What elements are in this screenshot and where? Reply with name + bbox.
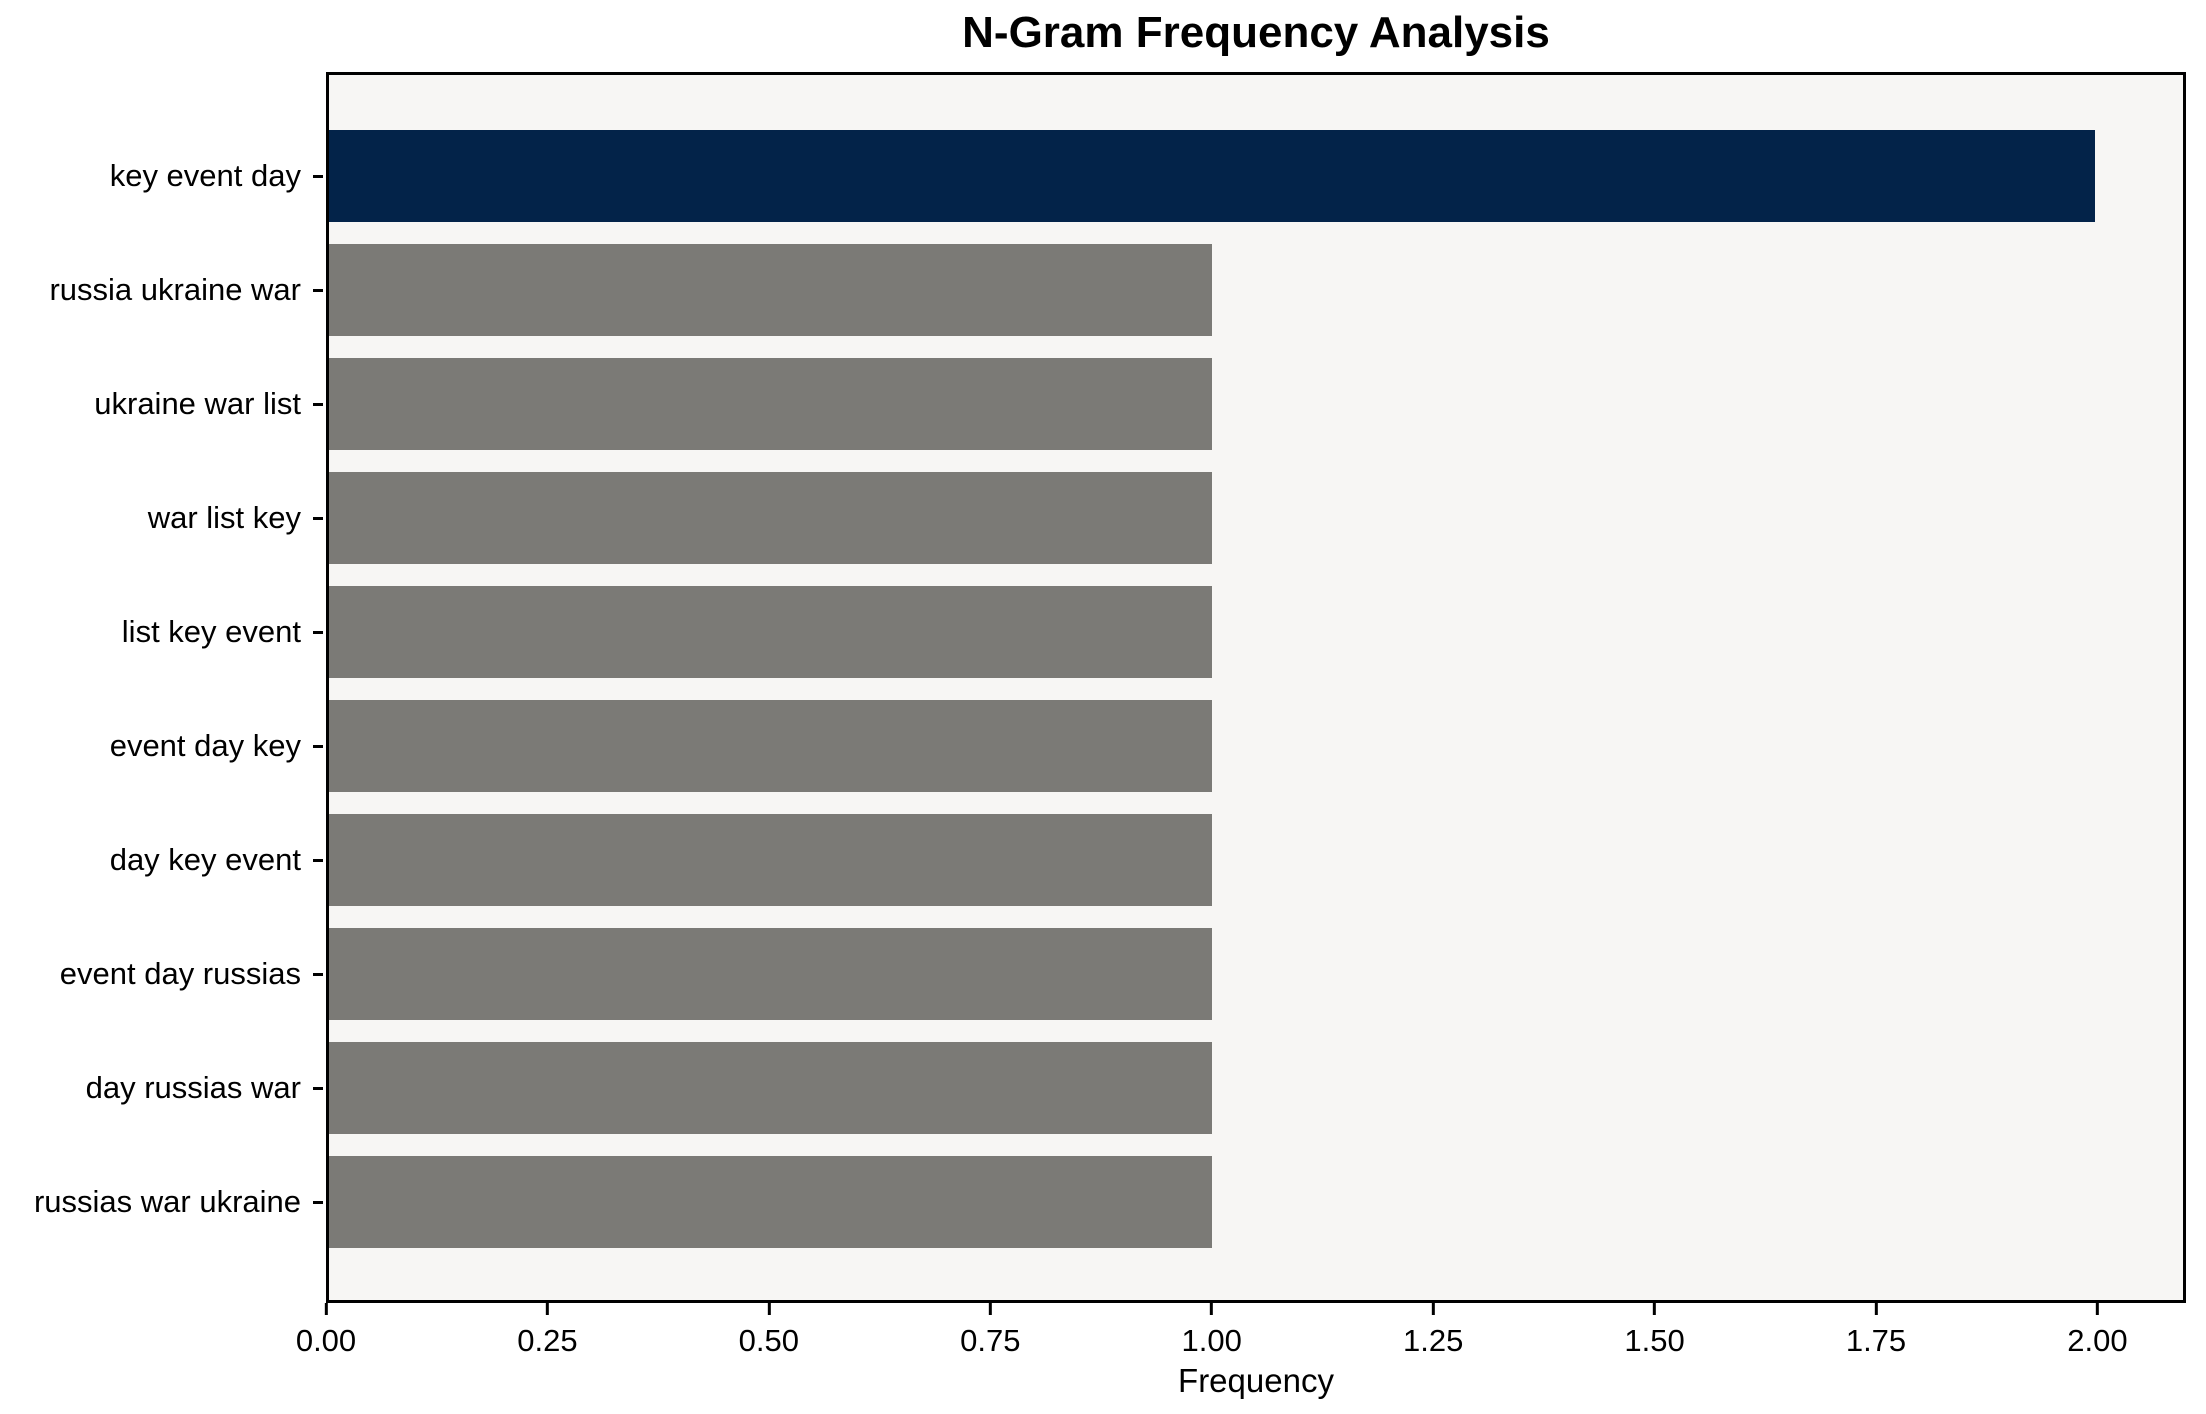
y-tick-row: russia ukraine war [0, 233, 323, 347]
y-tick-row: day russias war [0, 1031, 323, 1145]
x-tick: 1.50 [1624, 1303, 1685, 1359]
y-tick-mark [313, 631, 323, 634]
y-tick-mark [313, 175, 323, 178]
y-tick-label: day key event [109, 842, 301, 877]
bar-row [329, 1031, 2183, 1145]
bar-row [329, 347, 2183, 461]
x-tick-mark [1210, 1303, 1214, 1315]
x-tick-label: 0.25 [517, 1323, 578, 1358]
y-tick-row: event day key [0, 689, 323, 803]
x-tick-mark [1431, 1303, 1435, 1315]
x-tick-label: 1.75 [1845, 1323, 1907, 1358]
y-tick-row: key event day [0, 119, 323, 233]
y-tick-label: russia ukraine war [49, 272, 301, 307]
bar-key-event-day [329, 130, 2095, 222]
x-tick-label: 0.00 [295, 1323, 357, 1358]
bar-row [329, 689, 2183, 803]
y-tick-mark [313, 859, 323, 862]
bar-day-russias-war [329, 1042, 1212, 1134]
y-tick-row: event day russias [0, 917, 323, 1031]
x-tick: 0.75 [960, 1303, 1020, 1359]
bar-row [329, 233, 2183, 347]
plot-area [326, 72, 2186, 1303]
y-tick-row: russias war ukraine [0, 1145, 323, 1259]
bar-war-list-key [329, 472, 1212, 564]
x-tick: 2.00 [2067, 1303, 2128, 1359]
x-tick: 0.50 [739, 1303, 799, 1359]
bar-row [329, 575, 2183, 689]
x-tick: 1.25 [1403, 1303, 1463, 1359]
y-tick-mark [313, 517, 323, 520]
x-tick: 1.00 [1182, 1303, 1242, 1359]
x-tick-label: 1.00 [1181, 1323, 1242, 1358]
x-tick: 1.75 [1846, 1303, 1906, 1359]
y-tick-label: day russias war [85, 1070, 301, 1105]
bars-container [329, 75, 2183, 1300]
x-tick-mark [1874, 1303, 1878, 1315]
bar-day-key-event [329, 814, 1212, 906]
bar-list-key-event [329, 586, 1212, 678]
bar-russia-ukraine-war [329, 244, 1212, 336]
bar-row [329, 803, 2183, 917]
x-axis: 0.00 0.25 0.50 0.75 1.00 1.25 1.50 1.75 2.00 [296, 1303, 2186, 1383]
y-tick-row: day key event [0, 803, 323, 917]
bar-row [329, 461, 2183, 575]
x-tick-label: 1.50 [1624, 1323, 1685, 1358]
y-tick-mark [313, 973, 323, 976]
x-tick-mark [1653, 1303, 1657, 1315]
bar-russias-war-ukraine [329, 1156, 1212, 1248]
y-tick-label: event day russias [59, 956, 301, 991]
y-tick-mark [313, 1201, 323, 1204]
x-tick: 0.00 [296, 1303, 356, 1359]
y-tick-mark [313, 1087, 323, 1090]
x-tick-mark [988, 1303, 992, 1315]
chart-title: N-Gram Frequency Analysis [962, 8, 1550, 57]
y-tick-label: event day key [109, 728, 301, 763]
y-tick-label: war list key [147, 500, 301, 535]
y-tick-label: key event day [109, 158, 301, 193]
x-axis-title: Frequency [1178, 1362, 1334, 1399]
bar-ukraine-war-list [329, 358, 1212, 450]
x-tick-mark [324, 1303, 328, 1315]
x-tick-label: 0.50 [738, 1323, 800, 1358]
y-axis: key event day russia ukraine war ukraine w… [0, 119, 323, 1259]
bar-row [329, 917, 2183, 1031]
bar-row [329, 119, 2183, 233]
bar-event-day-key [329, 700, 1212, 792]
y-tick-mark [313, 745, 323, 748]
bar-row [329, 1145, 2183, 1259]
x-tick-label: 0.75 [960, 1323, 1021, 1358]
x-tick: 0.25 [517, 1303, 578, 1359]
x-tick-label: 2.00 [2067, 1323, 2128, 1358]
y-tick-label: ukraine war list [94, 386, 301, 421]
x-tick-mark [2095, 1303, 2099, 1315]
y-tick-label: russias war ukraine [33, 1184, 301, 1219]
y-tick-label: list key event [121, 614, 301, 649]
x-tick-mark [545, 1303, 549, 1315]
y-tick-mark [313, 289, 323, 292]
x-tick-label: 1.25 [1402, 1323, 1464, 1358]
y-tick-row: ukraine war list [0, 347, 323, 461]
x-tick-mark [767, 1303, 771, 1315]
y-tick-row: list key event [0, 575, 323, 689]
y-tick-mark [313, 403, 323, 406]
bar-event-day-russias [329, 928, 1212, 1020]
y-tick-row: war list key [0, 461, 323, 575]
